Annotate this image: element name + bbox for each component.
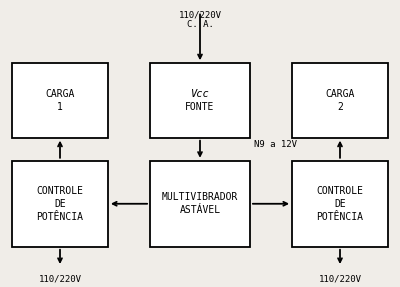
- Text: ASTÁVEL: ASTÁVEL: [180, 205, 220, 215]
- Text: POTÊNCIA: POTÊNCIA: [36, 212, 84, 222]
- Bar: [150, 161, 250, 247]
- Text: POTÊNCIA: POTÊNCIA: [316, 212, 364, 222]
- Bar: [12, 161, 108, 247]
- Text: MULTIVIBRADOR: MULTIVIBRADOR: [162, 192, 238, 202]
- Text: Vcc: Vcc: [191, 89, 209, 99]
- Text: 1: 1: [57, 102, 63, 112]
- Text: DE: DE: [54, 199, 66, 209]
- Text: 110/220V: 110/220V: [38, 274, 82, 283]
- Text: CARGA: CARGA: [325, 89, 355, 99]
- Text: DE: DE: [334, 199, 346, 209]
- Text: 2: 2: [337, 102, 343, 112]
- Bar: [292, 63, 388, 138]
- Text: CARGA: CARGA: [45, 89, 75, 99]
- Text: N9 a 12V: N9 a 12V: [254, 140, 297, 150]
- Text: 110/220V: 110/220V: [318, 274, 362, 283]
- Bar: [150, 63, 250, 138]
- Text: CONTROLE: CONTROLE: [36, 186, 84, 196]
- Bar: [292, 161, 388, 247]
- Text: CONTROLE: CONTROLE: [316, 186, 364, 196]
- Bar: [12, 63, 108, 138]
- Text: FONTE: FONTE: [185, 102, 215, 112]
- Text: 110/220V
C. A.: 110/220V C. A.: [178, 10, 222, 30]
